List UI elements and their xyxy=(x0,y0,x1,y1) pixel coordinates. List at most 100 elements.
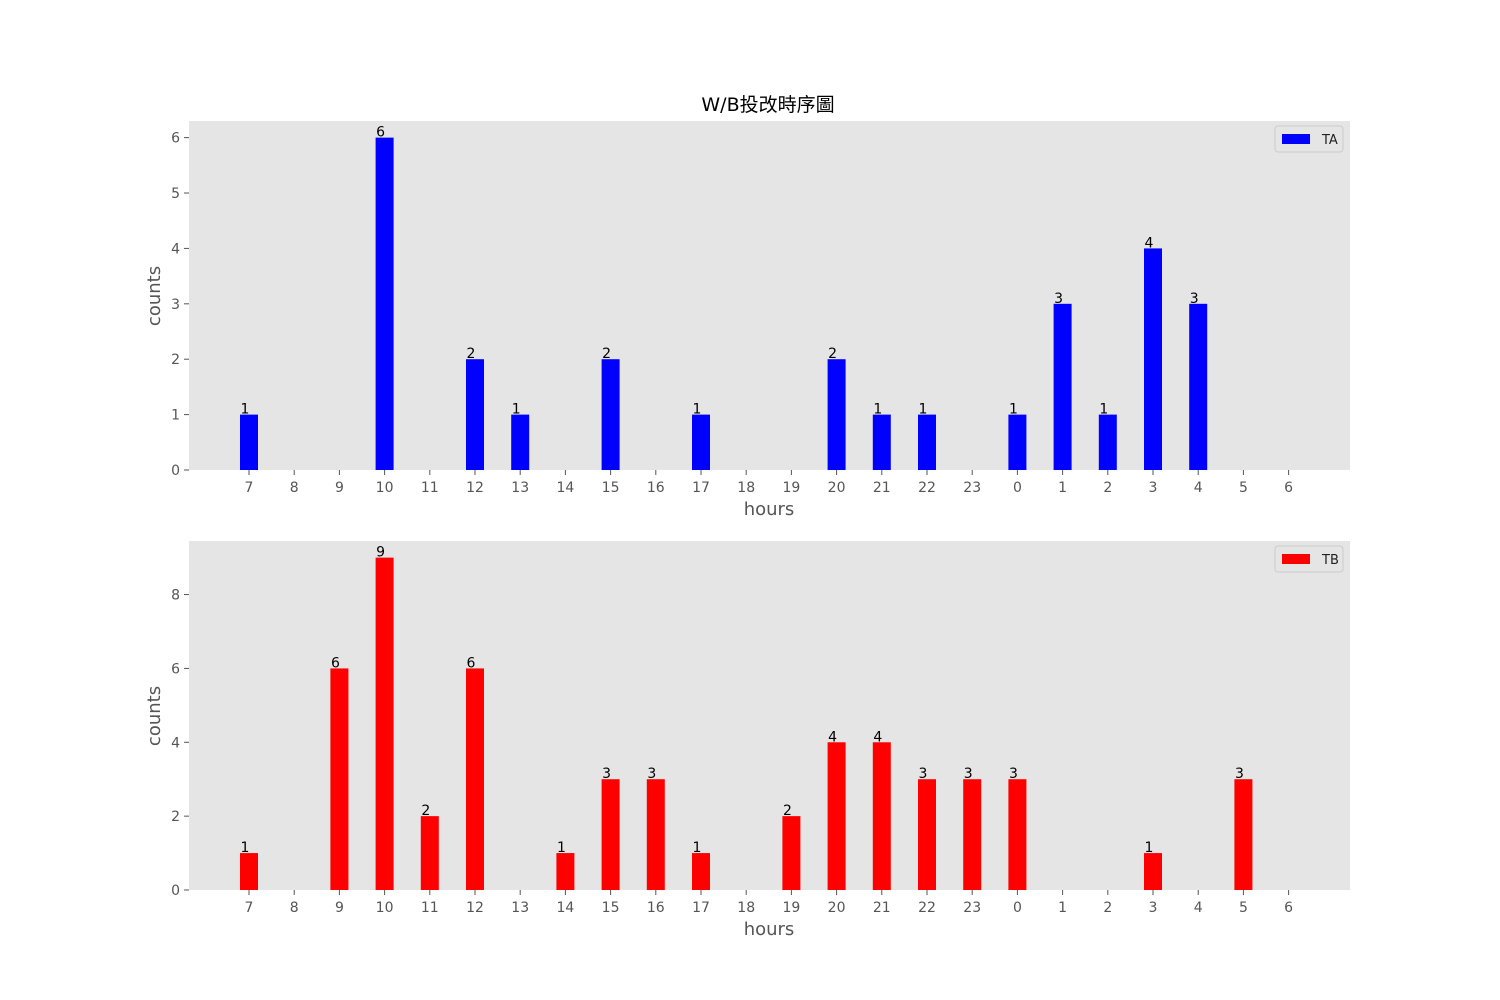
data-label: 1 xyxy=(1009,402,1018,418)
data-label: 3 xyxy=(602,766,611,782)
x-tick-label: 2 xyxy=(1103,900,1112,916)
y-tick-label: 0 xyxy=(171,883,180,899)
x-tick-label: 23 xyxy=(963,900,981,916)
y-tick-label: 4 xyxy=(171,241,180,257)
x-tick-label: 22 xyxy=(918,900,936,916)
x-tick-label: 3 xyxy=(1149,480,1158,496)
x-tick-label: 14 xyxy=(556,900,574,916)
x-tick-label: 2 xyxy=(1103,480,1112,496)
x-tick-label: 18 xyxy=(737,480,755,496)
x-tick-label: 19 xyxy=(782,900,800,916)
chart-title: W/B投改時序圖 xyxy=(701,94,834,116)
bars-group: 1 6 2 1 2 1 2 1 1 1 3 1 4 3 xyxy=(240,125,1208,470)
x-axis-label: hours xyxy=(744,499,795,520)
bar xyxy=(1053,303,1072,470)
x-tick-label: 18 xyxy=(737,900,755,916)
legend-label: TA xyxy=(1321,133,1338,148)
data-label: 2 xyxy=(602,346,611,362)
x-tick-label: 17 xyxy=(692,900,710,916)
bar xyxy=(375,557,394,890)
x-tick-label: 16 xyxy=(647,480,665,496)
data-label: 1 xyxy=(1145,840,1154,856)
bar xyxy=(963,779,982,890)
x-tick-label: 5 xyxy=(1239,480,1248,496)
bar xyxy=(601,359,620,470)
data-label: 6 xyxy=(331,655,340,671)
y-tick-label: 5 xyxy=(171,186,180,202)
data-label: 1 xyxy=(1099,402,1108,418)
x-tick-label: 15 xyxy=(602,900,620,916)
x-tick-label: 0 xyxy=(1013,900,1022,916)
bar xyxy=(692,853,710,890)
x-tick-label: 3 xyxy=(1149,900,1158,916)
data-label: 1 xyxy=(512,402,521,418)
bar xyxy=(511,414,530,470)
x-tick-label: 4 xyxy=(1194,900,1203,916)
plot-area xyxy=(189,121,1350,470)
data-label: 2 xyxy=(467,346,476,362)
data-label: 4 xyxy=(873,729,882,745)
x-tick-label: 9 xyxy=(335,480,344,496)
legend-swatch xyxy=(1282,554,1310,564)
data-label: 3 xyxy=(1190,291,1199,307)
data-label: 2 xyxy=(783,803,792,819)
bar xyxy=(466,359,484,470)
x-tick-label: 1 xyxy=(1058,900,1067,916)
x-tick-label: 17 xyxy=(692,480,710,496)
legend-label: TB xyxy=(1321,553,1339,568)
bar xyxy=(601,779,620,890)
bar xyxy=(240,414,258,470)
ticks-group: 7 8 9 10 11 12 13 14 15 16 17 18 19 20 21 22 23 0 1 2 3 4 5 602… xyxy=(171,588,1293,916)
bar xyxy=(375,137,394,470)
bar xyxy=(466,668,484,890)
x-tick-label: 6 xyxy=(1284,900,1293,916)
bar xyxy=(918,414,936,470)
bar xyxy=(1234,779,1253,890)
x-tick-label: 0 xyxy=(1013,480,1022,496)
bar xyxy=(872,414,891,470)
bar xyxy=(556,853,575,890)
bar xyxy=(918,779,936,890)
data-label: 3 xyxy=(964,766,973,782)
data-label: 1 xyxy=(557,840,566,856)
bar xyxy=(782,816,801,890)
x-tick-label: 22 xyxy=(918,480,936,496)
x-tick-label: 13 xyxy=(511,900,529,916)
plot-area xyxy=(189,541,1350,890)
bar xyxy=(827,359,846,470)
x-tick-label: 12 xyxy=(466,900,484,916)
x-tick-label: 9 xyxy=(335,900,344,916)
x-tick-label: 8 xyxy=(290,480,299,496)
x-tick-label: 6 xyxy=(1284,480,1293,496)
bar xyxy=(240,853,258,890)
bar xyxy=(1098,414,1117,470)
data-label: 4 xyxy=(828,729,837,745)
y-tick-label: 6 xyxy=(171,131,180,147)
data-label: 4 xyxy=(1145,235,1154,251)
ticks-group: 7 8 9 10 11 12 13 14 15 16 17 18 19 20 21 22 23 0 1 2 3 4 5 601… xyxy=(171,131,1293,496)
x-tick-label: 1 xyxy=(1058,480,1067,496)
x-tick-label: 15 xyxy=(602,480,620,496)
data-label: 1 xyxy=(873,402,882,418)
y-tick-label: 2 xyxy=(171,352,180,368)
x-tick-label: 20 xyxy=(828,900,846,916)
data-label: 1 xyxy=(693,402,702,418)
data-label: 9 xyxy=(376,545,385,561)
bar xyxy=(1189,303,1208,470)
x-tick-label: 7 xyxy=(245,480,254,496)
x-tick-label: 5 xyxy=(1239,900,1248,916)
x-tick-label: 19 xyxy=(782,480,800,496)
y-tick-label: 0 xyxy=(171,463,180,479)
y-tick-label: 8 xyxy=(171,588,180,604)
y-tick-label: 1 xyxy=(171,408,180,424)
y-tick-label: 4 xyxy=(171,735,180,751)
data-label: 1 xyxy=(241,840,250,856)
data-label: 1 xyxy=(241,402,250,418)
data-label: 1 xyxy=(693,840,702,856)
x-tick-label: 20 xyxy=(828,480,846,496)
data-label: 2 xyxy=(828,346,837,362)
